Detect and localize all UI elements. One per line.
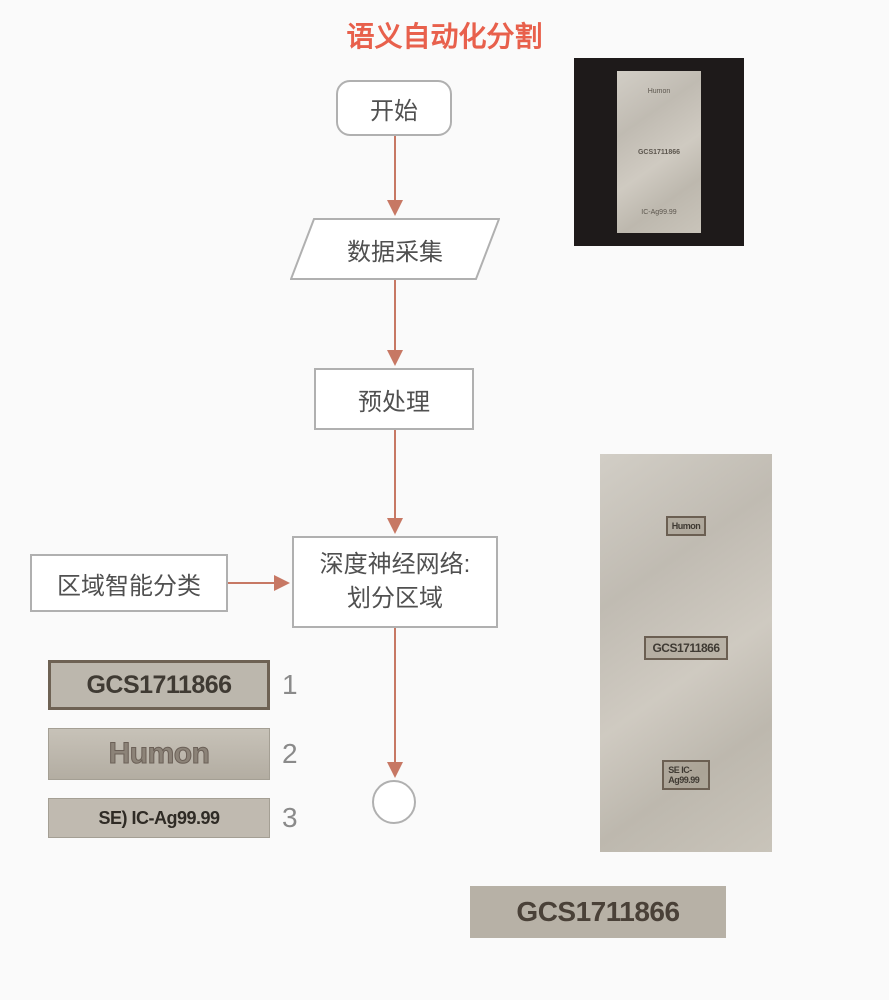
input-ingot-stamp-2: GCS1711866 bbox=[638, 149, 680, 156]
flow-node-start-label: 开始 bbox=[370, 91, 418, 126]
crop-3: SE) IC-Ag99.99 bbox=[48, 798, 270, 838]
output-stamp-2: GCS1711866 bbox=[644, 636, 727, 660]
crop-1-text: GCS1711866 bbox=[86, 671, 231, 700]
crop-2-text: Humon bbox=[109, 737, 210, 771]
standalone-crop: GCS1711866 bbox=[470, 886, 726, 938]
crop-3-text: SE) IC-Ag99.99 bbox=[98, 808, 219, 829]
crop-1-index: 1 bbox=[282, 669, 298, 701]
crop-3-index: 3 bbox=[282, 802, 298, 834]
output-stamp-3: SE IC-Ag99.99 bbox=[662, 760, 710, 790]
standalone-crop-text: GCS1711866 bbox=[516, 896, 679, 928]
input-photo: Humon GCS1711866 IC-Ag99.99 bbox=[574, 58, 744, 246]
diagram-title: 语义自动化分割 bbox=[0, 15, 889, 55]
crop-2: Humon bbox=[48, 728, 270, 780]
flow-node-dnn-line2: 划分区域 bbox=[347, 582, 443, 616]
flow-node-preprocess: 预处理 bbox=[314, 368, 474, 430]
flow-node-collect-label: 数据采集 bbox=[290, 218, 500, 280]
flow-edge-preprocess-dnn bbox=[387, 430, 403, 538]
output-stamp-1: Humon bbox=[666, 516, 707, 536]
flow-node-classify: 区域智能分类 bbox=[30, 554, 228, 612]
input-ingot: Humon GCS1711866 IC-Ag99.99 bbox=[617, 71, 701, 233]
output-photo: Humon GCS1711866 SE IC-Ag99.99 bbox=[600, 454, 772, 852]
flow-node-end bbox=[372, 780, 416, 824]
flow-node-classify-label: 区域智能分类 bbox=[57, 566, 201, 601]
crop-1: GCS1711866 bbox=[48, 660, 270, 710]
crop-row-1: GCS1711866 1 bbox=[48, 660, 298, 710]
flow-edge-collect-preprocess bbox=[387, 280, 403, 370]
flow-node-dnn-line1: 深度神经网络: bbox=[320, 548, 471, 582]
crop-row-3: SE) IC-Ag99.99 3 bbox=[48, 798, 298, 838]
flow-node-start: 开始 bbox=[336, 80, 452, 136]
flow-edge-dnn-end bbox=[387, 628, 403, 782]
crop-2-index: 2 bbox=[282, 738, 298, 770]
flow-edge-classify-dnn bbox=[228, 575, 294, 591]
flow-edge-start-collect bbox=[387, 136, 403, 220]
flow-node-collect: 数据采集 bbox=[290, 218, 500, 280]
input-ingot-stamp-1: Humon bbox=[648, 88, 671, 95]
crop-row-2: Humon 2 bbox=[48, 728, 298, 780]
input-ingot-stamp-3: IC-Ag99.99 bbox=[641, 209, 676, 216]
flow-node-preprocess-label: 预处理 bbox=[358, 382, 430, 417]
flow-node-dnn: 深度神经网络: 划分区域 bbox=[292, 536, 498, 628]
